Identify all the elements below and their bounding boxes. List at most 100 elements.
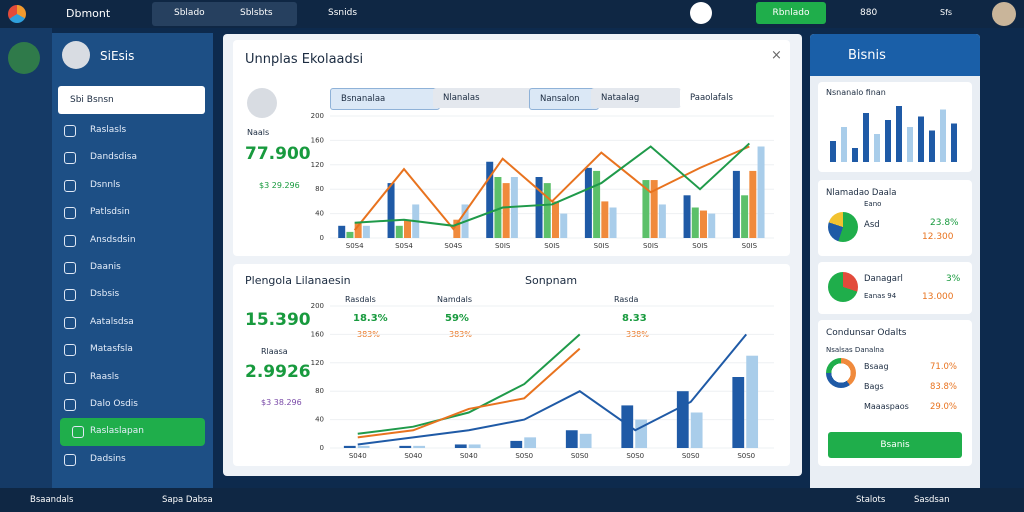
avatar-icon[interactable] (690, 2, 712, 24)
bar (683, 195, 691, 238)
search[interactable]: Sbi Bsnsn (58, 86, 205, 114)
sidebar: SiEsis Sbi Bsnsn Raslasls Dandsdisa Dsnnls… (52, 33, 213, 488)
avatar[interactable] (8, 42, 40, 74)
counter: 880 (860, 8, 878, 18)
bar (732, 377, 745, 448)
legend-value: 18.3% (353, 313, 388, 324)
close[interactable]: × (771, 48, 782, 63)
card: Nsnanalo finan (818, 82, 972, 172)
x-tick-label: S04S (444, 242, 462, 250)
avatar (62, 41, 90, 69)
filter[interactable]: Nataalag (591, 88, 681, 108)
bar (343, 445, 356, 448)
menu-item[interactable]: Dsbsis (52, 281, 213, 308)
card: Danagarl Eanas 94 3% 13.000 (818, 262, 972, 314)
bar (357, 445, 370, 448)
avatar (247, 88, 277, 118)
y-tick-label: 80 (315, 387, 324, 395)
x-tick-label: S0IS (742, 242, 758, 250)
x-tick-label: S0S0 (737, 452, 755, 460)
bar (413, 445, 426, 448)
icon-rail (0, 28, 52, 488)
person: Naals (247, 128, 270, 137)
x-tick-label: S0S0 (682, 452, 700, 460)
menu-item[interactable]: Raslasls (52, 117, 213, 144)
bottom-item[interactable]: Sapa Dabsa (162, 495, 213, 505)
bar (502, 183, 510, 238)
bar (453, 219, 461, 238)
row-value: 83.8% (930, 382, 958, 392)
x-tick-label: S0S4 (346, 242, 364, 250)
tab[interactable]: Sblado (174, 8, 205, 18)
line (357, 333, 581, 435)
bar (929, 130, 935, 162)
bar (732, 170, 740, 238)
pct: 3% (946, 274, 961, 284)
button[interactable]: Bsanis (828, 432, 962, 458)
filter[interactable]: Bsnanalaa (330, 88, 440, 110)
bar (940, 109, 946, 162)
bar (593, 170, 601, 238)
avatar[interactable] (992, 2, 1016, 26)
x-tick-label: S0S4 (395, 242, 413, 250)
menu-item[interactable]: Dsnnls (52, 172, 213, 199)
menu-item[interactable]: Patlsdsin (52, 199, 213, 226)
menu-item[interactable]: Daanis (52, 254, 213, 281)
link[interactable]: Ssnids (328, 8, 358, 18)
bar (708, 213, 716, 238)
filter[interactable]: Nansalon (529, 88, 599, 110)
y-tick-label: 160 (311, 136, 324, 144)
y-tick-label: 200 (311, 302, 324, 310)
y-tick-label: 120 (311, 359, 324, 367)
menu-item[interactable]: Dandsdisa (52, 144, 213, 171)
bar (387, 183, 395, 238)
filter[interactable]: Nlanalas (433, 88, 533, 108)
menu: Raslasls Dandsdisa Dsnnls Patlsdsin Ansdsdsi… (52, 117, 213, 473)
bar (399, 445, 412, 448)
x-tick-label: S0IS (495, 242, 511, 250)
card-title: Nlamadao Daala (826, 188, 897, 198)
filter[interactable]: Paaolafals (680, 88, 790, 108)
y-tick-label: 200 (311, 112, 324, 120)
brand: Dbmont (66, 7, 111, 20)
menu-item[interactable]: Raasls (52, 364, 213, 391)
value: 2.9926 (245, 362, 311, 382)
donut (828, 212, 858, 242)
tab[interactable]: Sblsbts (240, 8, 273, 18)
chart: 0 40 80 120 160 200 S0S4 S0S4 S04S S0IS S0IS S0IS S0… (311, 112, 774, 250)
bottom-item[interactable]: Stalots (856, 495, 886, 505)
bar (741, 195, 749, 238)
legend-label: Rasdals (345, 295, 376, 304)
menu-item[interactable]: Dalo Osdis (52, 391, 213, 418)
x-tick-label: S040 (404, 452, 422, 460)
bar (642, 180, 650, 238)
menu-item[interactable]: Dadsins (52, 446, 213, 473)
bar (749, 170, 757, 238)
menu-item[interactable]: Matasfsla (52, 336, 213, 363)
x-tick-label: S0IS (643, 242, 659, 250)
bar (468, 444, 481, 448)
bar (690, 412, 703, 448)
bar (852, 148, 858, 162)
menu-item[interactable]: Ansdsdsin (52, 227, 213, 254)
card-title: Unnplas Ekolaadsi (245, 52, 364, 67)
bottom-item[interactable]: Bsaandals (30, 495, 74, 505)
x-tick-label: S0S0 (626, 452, 644, 460)
bar (757, 146, 765, 238)
bar (338, 225, 346, 238)
row-value: 29.0% (930, 402, 958, 412)
bottom-item[interactable]: Sasdsan (914, 495, 950, 505)
bar (700, 210, 707, 238)
sub: Nsalsas Danalna (826, 346, 885, 354)
x-tick-label: S040 (460, 452, 478, 460)
bar (346, 231, 354, 238)
menu-item[interactable]: Raslaslapan (60, 418, 205, 446)
bar (535, 177, 543, 238)
sub-value: $3 29.296 (259, 181, 300, 190)
bar (362, 225, 370, 238)
bar (552, 201, 559, 238)
menu-item[interactable]: Aatalsdsa (52, 309, 213, 336)
button[interactable]: Rbnlado (756, 2, 826, 24)
row-value: 71.0% (930, 362, 958, 372)
